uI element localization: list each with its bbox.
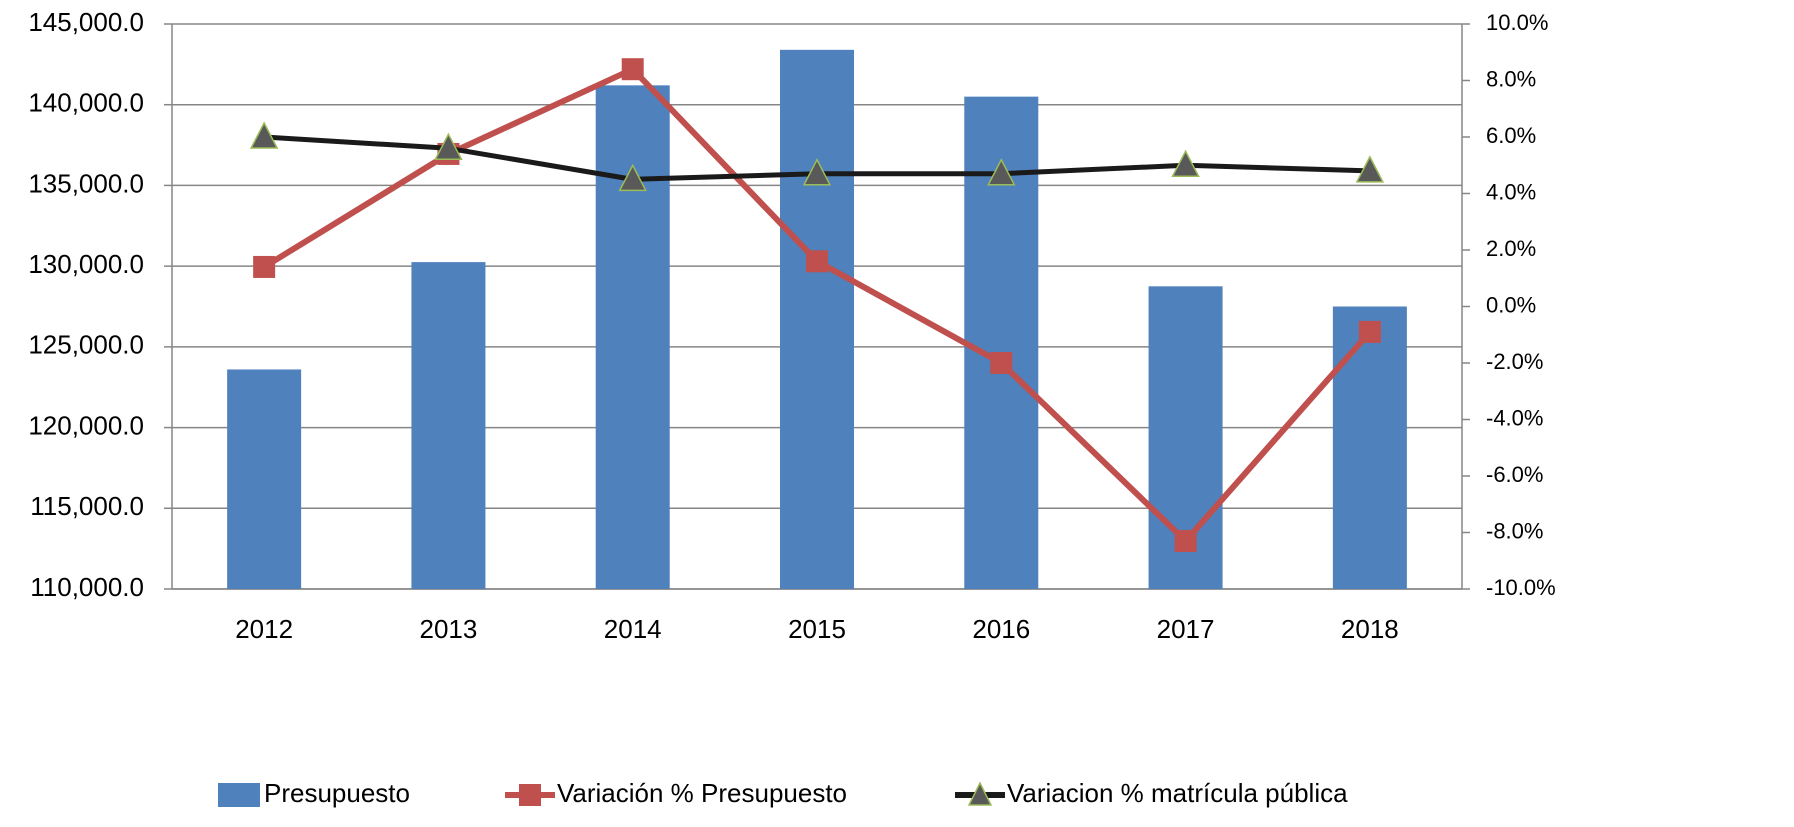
y-tick-label: 115,000.0	[30, 491, 144, 521]
marker	[621, 58, 644, 81]
marker	[1174, 529, 1197, 552]
marker	[1355, 155, 1385, 183]
y2-tick-label: -4.0%	[1486, 405, 1543, 430]
y2-tick-label: -6.0%	[1486, 462, 1543, 487]
marker	[990, 352, 1013, 374]
y-tick-label: 135,000.0	[28, 168, 144, 198]
y2-tick-label: 4.0%	[1486, 179, 1536, 204]
legend-swatch	[218, 783, 260, 807]
marker	[618, 163, 647, 192]
marker	[253, 255, 276, 278]
legend-label: Variacion % matrícula pública	[1007, 778, 1348, 808]
bar	[411, 262, 486, 589]
marker	[249, 121, 279, 149]
x-tick-label: 2015	[788, 614, 846, 644]
legend-label: Variación % Presupuesto	[557, 778, 847, 808]
marker	[987, 158, 1016, 186]
y-tick-label: 120,000.0	[28, 410, 144, 440]
y-tick-label: 145,000.0	[28, 7, 144, 37]
y-tick-label: 110,000.0	[30, 572, 144, 602]
y2-tick-label: -10.0%	[1486, 575, 1556, 600]
y2-tick-label: 10.0%	[1486, 10, 1548, 35]
marker	[806, 250, 828, 273]
y2-tick-label: 6.0%	[1486, 123, 1536, 148]
x-tick-label: 2016	[972, 614, 1030, 644]
bar	[595, 85, 670, 589]
marker	[434, 132, 463, 161]
y-tick-label: 125,000.0	[28, 330, 144, 360]
y-tick-label: 140,000.0	[28, 88, 144, 118]
legend-label: Presupuesto	[264, 778, 410, 808]
marker	[1358, 320, 1381, 343]
x-tick-label: 2018	[1341, 614, 1399, 644]
y2-tick-label: 2.0%	[1486, 236, 1536, 261]
legend-marker	[967, 781, 993, 806]
y2-tick-label: -2.0%	[1486, 349, 1543, 374]
legend-marker	[519, 784, 541, 806]
bar	[227, 369, 302, 589]
x-tick-label: 2013	[420, 614, 478, 644]
y2-tick-label: 8.0%	[1486, 66, 1536, 91]
x-tick-label: 2014	[604, 614, 662, 644]
bar	[780, 49, 854, 590]
bar	[1332, 306, 1407, 589]
marker	[802, 158, 832, 186]
x-tick-label: 2012	[235, 614, 293, 644]
y2-tick-label: -8.0%	[1486, 518, 1543, 543]
marker	[1171, 149, 1200, 177]
y-tick-label: 130,000.0	[28, 249, 144, 279]
x-tick-label: 2017	[1157, 614, 1215, 644]
y2-tick-label: 0.0%	[1486, 292, 1536, 317]
